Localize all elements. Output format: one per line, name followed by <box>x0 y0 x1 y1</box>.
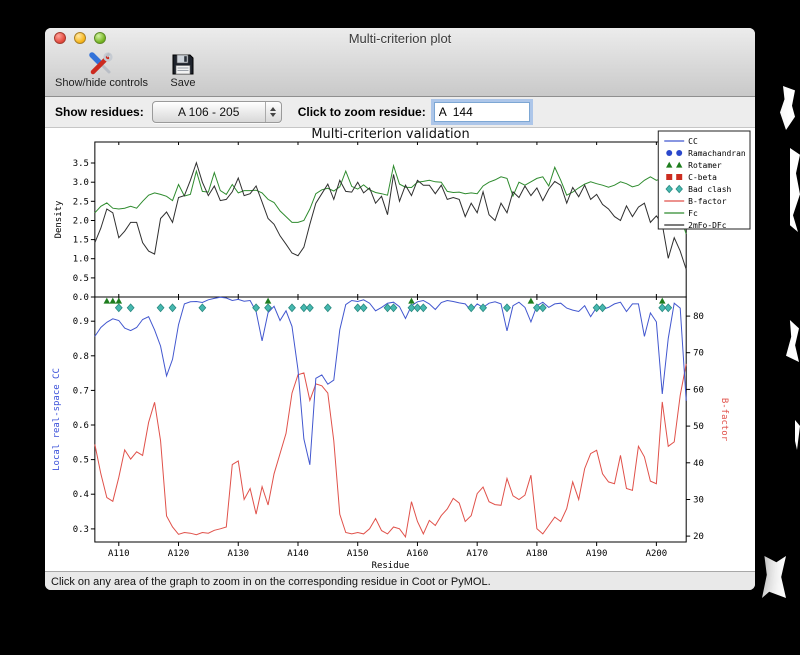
svg-text:0.5: 0.5 <box>73 274 89 284</box>
svg-text:2.0: 2.0 <box>73 216 89 226</box>
svg-text:A200: A200 <box>646 549 668 559</box>
validation-chart[interactable]: Multi-criterion validation A110 A120 A130 A1… <box>45 127 753 571</box>
show-hide-controls-button[interactable]: Show/hide controls <box>51 50 152 90</box>
svg-text:A120: A120 <box>168 549 190 559</box>
zoom-residue-label: Click to zoom residue: <box>297 105 426 119</box>
svg-text:0.3: 0.3 <box>73 525 89 535</box>
toolbar: Show/hide controls Save <box>45 48 755 96</box>
screen-artifact <box>786 320 799 362</box>
tools-icon <box>89 52 114 75</box>
svg-text:C-beta: C-beta <box>688 173 717 182</box>
svg-text:2.5: 2.5 <box>73 197 89 207</box>
svg-text:Fc: Fc <box>688 209 698 218</box>
save-button[interactable]: Save <box>166 50 200 90</box>
svg-text:Density: Density <box>54 200 64 238</box>
svg-text:30: 30 <box>693 495 704 505</box>
zoom-window-button[interactable] <box>94 32 106 44</box>
svg-text:50: 50 <box>693 422 704 432</box>
svg-text:Multi-criterion validation: Multi-criterion validation <box>311 128 469 142</box>
svg-text:Residue: Residue <box>372 561 410 571</box>
svg-text:0.5: 0.5 <box>73 456 89 466</box>
svg-text:80: 80 <box>693 312 704 322</box>
svg-text:A180: A180 <box>526 549 548 559</box>
save-label: Save <box>170 77 196 89</box>
controls-row: Show residues: A 106 - 205 Click to zoom… <box>45 97 755 128</box>
save-icon <box>172 54 194 75</box>
svg-text:0.7: 0.7 <box>73 386 89 396</box>
svg-text:0.6: 0.6 <box>73 421 89 431</box>
svg-text:A130: A130 <box>227 549 249 559</box>
svg-text:0.0: 0.0 <box>73 293 89 303</box>
screen-artifact <box>780 86 795 130</box>
svg-text:40: 40 <box>693 459 704 469</box>
svg-text:A110: A110 <box>108 549 130 559</box>
stepper-arrows-icon <box>264 102 281 122</box>
screen-artifact <box>795 420 800 450</box>
svg-text:Rotamer: Rotamer <box>688 161 722 170</box>
svg-text:Ramachandran: Ramachandran <box>688 149 746 158</box>
svg-text:0.4: 0.4 <box>73 490 89 500</box>
window-titlebar[interactable]: Multi-criterion plot <box>45 28 755 48</box>
show-residues-select[interactable]: A 106 - 205 <box>151 101 282 123</box>
screen-artifact <box>762 556 786 598</box>
svg-text:20: 20 <box>693 532 704 542</box>
svg-text:3.5: 3.5 <box>73 159 89 169</box>
show-hide-controls-label: Show/hide controls <box>55 77 148 89</box>
minimize-button[interactable] <box>74 32 86 44</box>
svg-text:A140: A140 <box>287 549 309 559</box>
window-header: Multi-criterion plot Show/hide controls <box>45 28 755 97</box>
svg-text:A190: A190 <box>586 549 608 559</box>
svg-text:1.0: 1.0 <box>73 255 89 265</box>
svg-text:60: 60 <box>693 385 704 395</box>
close-button[interactable] <box>54 32 66 44</box>
show-residues-value: A 106 - 205 <box>177 105 240 119</box>
svg-text:A160: A160 <box>407 549 429 559</box>
svg-text:0.8: 0.8 <box>73 352 89 362</box>
svg-text:0.9: 0.9 <box>73 317 89 327</box>
svg-text:Bad clash: Bad clash <box>688 185 731 194</box>
status-bar: Click on any area of the graph to zoom i… <box>45 571 755 590</box>
svg-text:B-factor: B-factor <box>688 197 727 206</box>
zoom-residue-input[interactable] <box>433 102 530 122</box>
screen-artifact <box>790 148 800 232</box>
plot-area: Multi-criterion validation A110 A120 A130 A1… <box>45 127 755 571</box>
svg-text:B-factor: B-factor <box>719 398 729 442</box>
svg-text:CC: CC <box>688 137 698 146</box>
svg-text:2mFo-DFc: 2mFo-DFc <box>688 221 727 230</box>
svg-text:3.0: 3.0 <box>73 178 89 188</box>
svg-text:A150: A150 <box>347 549 369 559</box>
app-window: Multi-criterion plot Show/hide controls <box>45 28 755 590</box>
svg-text:1.5: 1.5 <box>73 236 89 246</box>
status-text: Click on any area of the graph to zoom i… <box>51 576 491 588</box>
window-title: Multi-criterion plot <box>348 30 452 46</box>
traffic-lights <box>54 32 106 44</box>
svg-text:70: 70 <box>693 349 704 359</box>
show-residues-label: Show residues: <box>55 105 144 119</box>
svg-text:Local real-space CC: Local real-space CC <box>52 368 62 471</box>
svg-text:A170: A170 <box>466 549 488 559</box>
